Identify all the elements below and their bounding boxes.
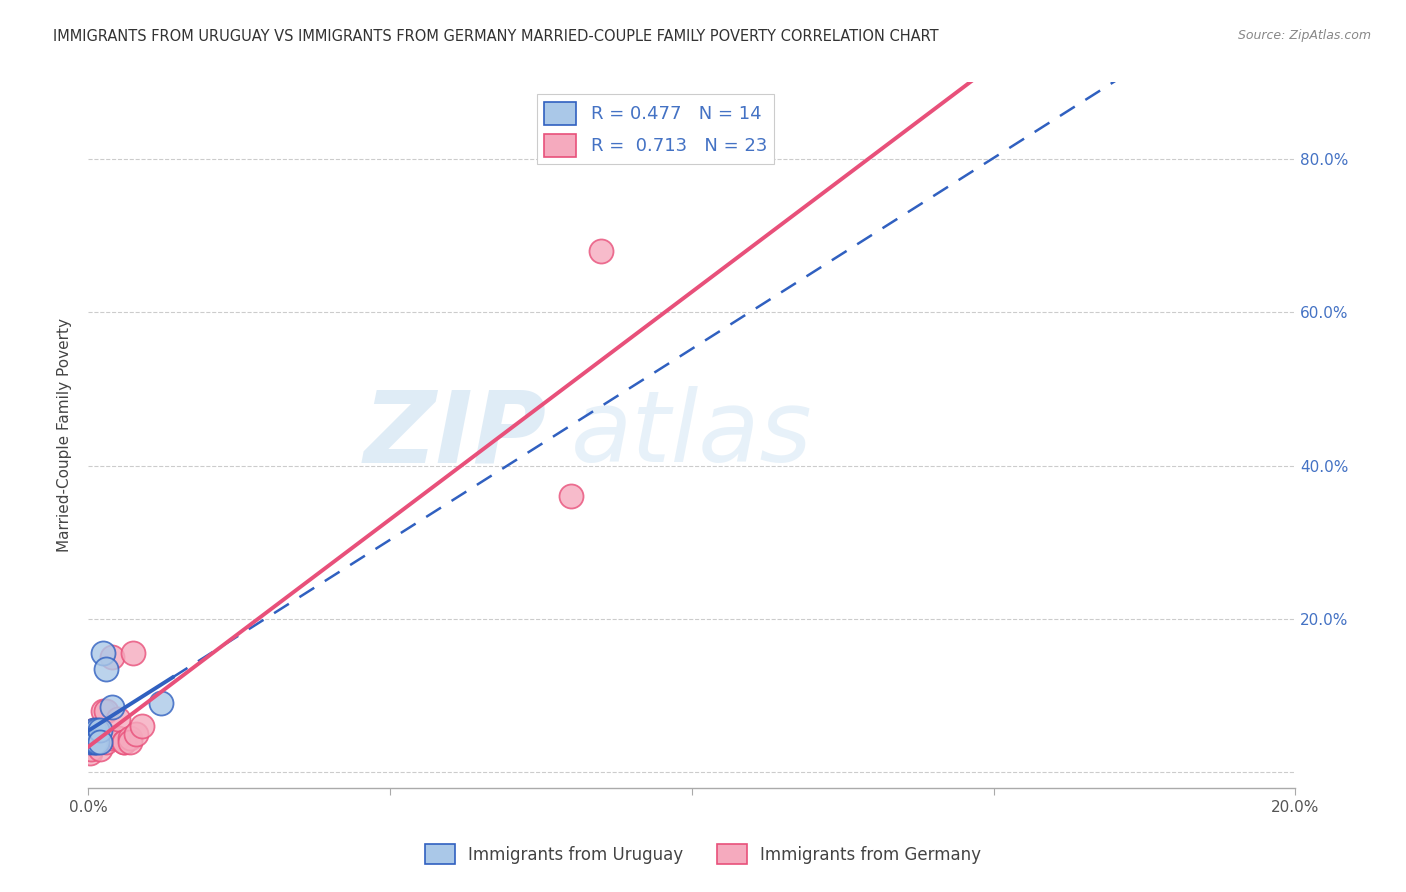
Point xyxy=(107,731,129,745)
Point xyxy=(83,723,105,738)
Text: Source: ZipAtlas.com: Source: ZipAtlas.com xyxy=(1237,29,1371,42)
Point xyxy=(101,650,124,665)
Point xyxy=(84,735,107,749)
Point xyxy=(560,489,582,503)
Point xyxy=(96,662,118,676)
Point xyxy=(107,712,129,726)
Point xyxy=(96,735,118,749)
Point xyxy=(120,735,142,749)
Text: ZIP: ZIP xyxy=(364,386,547,483)
Point xyxy=(86,735,108,749)
Point xyxy=(84,735,107,749)
Point xyxy=(83,735,105,749)
Point xyxy=(89,742,111,756)
Point xyxy=(89,735,111,749)
Point xyxy=(80,742,103,756)
Point xyxy=(149,697,172,711)
Point xyxy=(79,746,101,760)
Point xyxy=(125,727,148,741)
Y-axis label: Married-Couple Family Poverty: Married-Couple Family Poverty xyxy=(58,318,72,552)
Point xyxy=(591,244,613,258)
Point xyxy=(83,723,105,738)
Point xyxy=(91,704,114,718)
Point xyxy=(120,731,142,745)
Point xyxy=(131,719,153,733)
Legend: R = 0.477   N = 14, R =  0.713   N = 23: R = 0.477 N = 14, R = 0.713 N = 23 xyxy=(537,95,775,164)
Point xyxy=(101,731,124,745)
Point xyxy=(96,704,118,718)
Point xyxy=(86,727,108,741)
Text: atlas: atlas xyxy=(571,386,813,483)
Point xyxy=(89,735,111,749)
Text: IMMIGRANTS FROM URUGUAY VS IMMIGRANTS FROM GERMANY MARRIED-COUPLE FAMILY POVERTY: IMMIGRANTS FROM URUGUAY VS IMMIGRANTS FR… xyxy=(53,29,939,44)
Point xyxy=(80,731,103,745)
Point xyxy=(91,647,114,661)
Point xyxy=(86,723,108,738)
Point xyxy=(89,723,111,738)
Point xyxy=(112,735,135,749)
Point xyxy=(122,647,145,661)
Point xyxy=(101,700,124,714)
Point xyxy=(79,735,101,749)
Point xyxy=(112,735,135,749)
Legend: Immigrants from Uruguay, Immigrants from Germany: Immigrants from Uruguay, Immigrants from… xyxy=(418,838,988,871)
Point xyxy=(82,727,104,741)
